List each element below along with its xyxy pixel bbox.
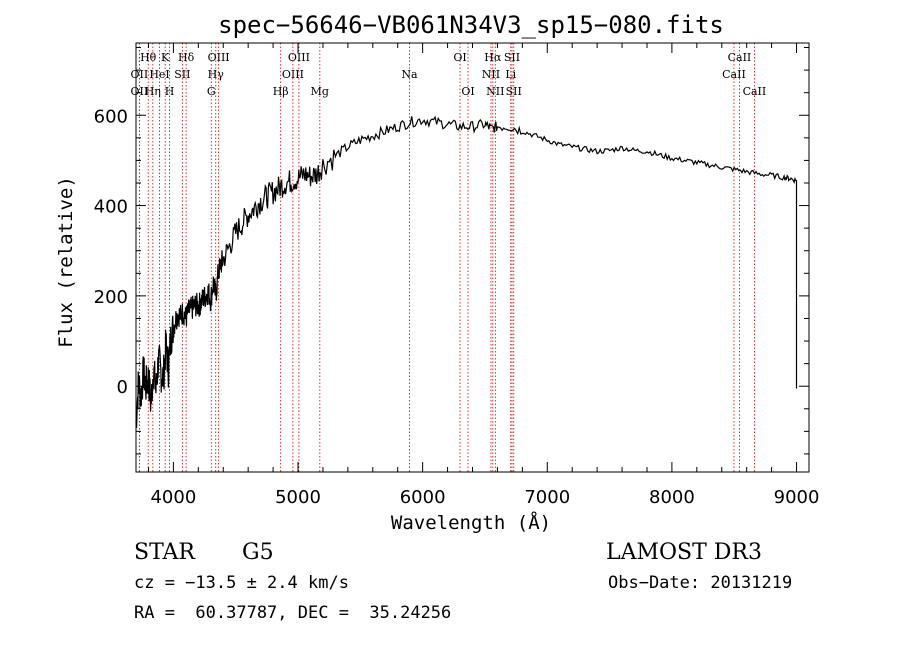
object-subclass: G5: [242, 540, 274, 565]
x-tick-label: 7000: [524, 487, 570, 508]
line-marker-label: OII: [131, 85, 149, 98]
y-tick-label: 200: [94, 287, 128, 308]
line-marker-label: SII: [174, 68, 190, 81]
line-marker-label: Hβ: [273, 85, 289, 98]
line-marker-label: SII: [504, 51, 520, 64]
x-tick-label: 6000: [400, 487, 446, 508]
chart-title: spec−56646−VB061N34V3_sp15−080.fits: [218, 11, 724, 39]
line-marker-label: CaII: [722, 68, 746, 81]
line-marker-label: SII: [506, 85, 522, 98]
x-tick-label: 9000: [774, 487, 820, 508]
line-marker-label: OIII: [282, 68, 304, 81]
line-marker-label: HeI: [149, 68, 169, 81]
line-marker-label: OIII: [208, 51, 230, 64]
line-marker-label: CaII: [743, 85, 767, 98]
x-tick-label: 5000: [275, 487, 321, 508]
y-tick-label: 400: [94, 197, 128, 218]
line-marker-label: Hη: [145, 85, 161, 98]
line-marker-labels: OII OII Hθ Hη HeI K H SII Hδ G Hγ OIII Hβ OIII OIII Mg N…: [131, 51, 767, 98]
line-marker-label: Mg: [311, 85, 329, 98]
y-tick-label: 600: [94, 106, 128, 127]
line-marker-label: Hθ: [140, 51, 157, 64]
x-axis: 4000 5000 6000 7000 8000 9000: [147, 43, 820, 508]
line-marker-label: OII: [131, 68, 149, 81]
line-marker-label: K: [161, 51, 170, 64]
line-marker-label: Hδ: [178, 51, 195, 64]
x-tick-label: 4000: [150, 487, 196, 508]
plot-frame: [135, 42, 810, 473]
x-axis-label: Wavelength (Å): [391, 511, 551, 534]
x-tick-label: 8000: [649, 487, 695, 508]
line-marker-label: NII: [482, 68, 500, 81]
line-marker-label: CaII: [728, 51, 752, 64]
line-marker-label: G: [207, 85, 216, 98]
line-marker-label: Na: [401, 68, 418, 81]
object-class: STAR: [134, 540, 195, 565]
line-marker-label: OIII: [288, 51, 310, 64]
y-axis-label: Flux (relative): [55, 176, 77, 348]
survey-name: LAMOST DR3: [606, 540, 762, 565]
y-axis: 0 200 400 600: [94, 47, 809, 455]
y-tick-label: 0: [117, 377, 128, 398]
line-marker-label: Hγ: [208, 68, 225, 81]
redshift-text: cz = −13.5 ± 2.4 km/s: [134, 573, 349, 593]
line-markers: [138, 43, 755, 472]
coordinates: RA = 60.37787, DEC = 35.24256: [134, 603, 452, 623]
line-marker-label: OI: [461, 85, 474, 98]
flux-series-line: [135, 115, 798, 428]
line-marker-label: H: [165, 85, 175, 98]
obs-date: Obs−Date: 20131219: [608, 573, 793, 593]
line-marker-label: OI: [453, 51, 466, 64]
line-marker-label: NII: [486, 85, 504, 98]
line-marker-label: Hα: [484, 51, 502, 64]
line-marker-label: Li: [505, 68, 516, 81]
